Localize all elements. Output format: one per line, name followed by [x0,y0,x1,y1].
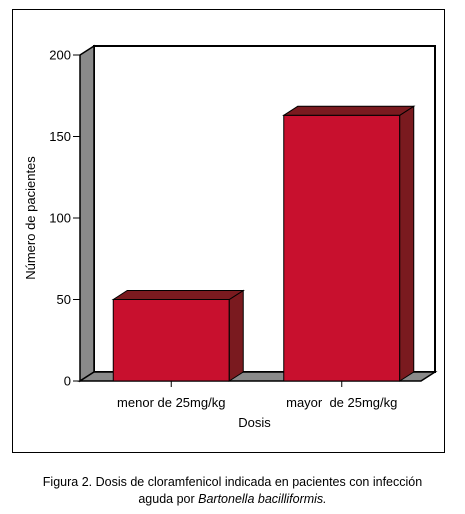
y-tick-label: 200 [49,48,71,63]
figure-caption: Figura 2. Dosis de cloramfenicol indicad… [0,474,465,508]
caption-line-2: aguda por Bartonella bacilliformis. [0,491,465,508]
bar-front [283,114,401,382]
x-tick-label: mayor de 25mg/kg [286,395,397,410]
bar-side [399,105,415,382]
y-tick-label: 0 [64,374,71,389]
bar-chart: 0 50 100 150 200 Número de pacientes menor de … [23,44,438,430]
x-tick-label: menor de 25mg/kg [117,395,225,410]
x-axis-label: Dosis [238,415,271,430]
bar-front [112,299,230,382]
y-tick-label: 50 [57,292,71,307]
bar [282,105,416,382]
caption-italic: Bartonella bacilliformis. [198,492,327,506]
bar [111,289,245,382]
bar-top [111,290,245,300]
left-wall [79,44,95,383]
y-axis-label: Número de pacientes [23,156,38,280]
y-tick-label: 150 [49,129,71,144]
bar-top [282,105,416,116]
chart-frame [12,9,445,453]
caption-plain: aguda por [138,492,199,506]
y-tick-label: 100 [49,211,71,226]
bar-side [228,289,244,382]
caption-line-1: Figura 2. Dosis de cloramfenicol indicad… [42,475,423,489]
